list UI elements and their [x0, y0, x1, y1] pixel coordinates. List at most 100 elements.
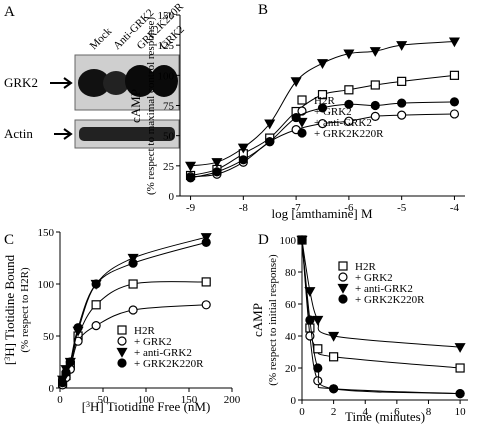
marker: [370, 80, 380, 90]
label-part: [: [82, 399, 86, 414]
x-tick-label: 8: [426, 406, 432, 418]
marker: [73, 323, 83, 333]
marker: [128, 305, 138, 315]
y-tick-label: 60: [285, 299, 297, 311]
marker: [290, 77, 302, 88]
marker: [297, 106, 307, 116]
marker: [337, 283, 349, 294]
row-label: Actin: [4, 126, 33, 141]
legend-label: H2R: [134, 325, 155, 337]
legend-label: + GRK2K220R: [314, 128, 384, 140]
marker: [338, 272, 348, 282]
marker: [449, 70, 460, 80]
x-tick-label: 0: [299, 406, 305, 418]
marker: [455, 389, 465, 399]
marker: [338, 294, 348, 304]
marker: [448, 37, 460, 48]
marker: [305, 315, 315, 325]
legend-label: H2R: [314, 95, 335, 107]
y-tick-label: 0: [49, 383, 55, 395]
marker: [91, 279, 101, 289]
marker: [313, 376, 323, 386]
y-tick-label: 0: [291, 395, 297, 407]
marker: [264, 119, 276, 130]
y-tick-label: 150: [38, 227, 55, 239]
row-label: GRK2: [4, 75, 38, 90]
marker: [91, 300, 101, 310]
label-part: cAMP: [250, 303, 265, 337]
x-tick-label: 150: [181, 394, 198, 406]
marker: [344, 99, 354, 109]
panel-letter: B: [258, 2, 268, 18]
marker: [317, 118, 328, 129]
marker: [212, 167, 222, 177]
marker: [343, 49, 355, 60]
marker: [185, 161, 197, 172]
arrow: [50, 77, 73, 89]
marker: [297, 95, 307, 105]
label-part: log [amthamine] M: [271, 206, 373, 221]
legend-label: + GRK2K220R: [355, 294, 425, 306]
fit-curve: [301, 239, 461, 395]
panel-letter: D: [258, 232, 269, 248]
marker: [57, 378, 68, 388]
legend-label: + anti-GRK2: [314, 117, 372, 129]
x-tick-label: -4: [450, 202, 460, 214]
band: [150, 65, 178, 97]
marker: [449, 97, 460, 107]
marker: [61, 367, 71, 377]
marker: [312, 315, 324, 326]
marker: [128, 258, 138, 268]
band: [103, 71, 129, 95]
x-tick-label: 2: [331, 406, 337, 418]
marker: [455, 363, 465, 373]
marker: [296, 117, 308, 128]
marker: [344, 85, 354, 95]
y-axis-label: cAMP: [250, 303, 265, 337]
y-axis-label: (% respect to maximal control response): [145, 17, 157, 195]
marker: [117, 325, 127, 335]
y-tick-label: 100: [158, 70, 175, 82]
band: [79, 127, 175, 141]
band: [125, 65, 155, 97]
y-tick-label: 20: [285, 363, 297, 375]
marker: [305, 323, 315, 333]
marker: [329, 384, 339, 394]
band: [78, 69, 110, 97]
y-tick-label: 40: [285, 331, 297, 343]
panel-letter: A: [4, 4, 15, 20]
marker: [370, 111, 380, 121]
x-axis-label: [3H] Tiotidine Free (nM): [82, 399, 211, 414]
marker: [316, 59, 329, 69]
y-axis-label: cAMP: [128, 89, 143, 123]
x-tick-label: 6: [394, 406, 400, 418]
label-part: (% respect to maximal control response): [145, 17, 157, 195]
marker: [117, 358, 127, 368]
fit-curve: [190, 74, 455, 176]
marker: [127, 253, 139, 264]
legend-label: + anti-GRK2: [134, 347, 192, 359]
marker: [237, 143, 249, 154]
y-tick-label: 100: [280, 235, 297, 247]
x-tick-label: -5: [397, 202, 407, 214]
marker: [116, 347, 128, 358]
fit-curve: [190, 113, 455, 178]
x-axis-label: log [amthamine] M: [271, 206, 373, 221]
x-tick-label: 50: [98, 394, 110, 406]
fit-curve: [190, 101, 455, 179]
marker: [201, 237, 211, 247]
x-tick-label: 0: [57, 394, 63, 406]
x-axis-label: Time (minutes): [345, 409, 425, 424]
y-axis-label: [3H] Tiotidine Bound: [2, 254, 17, 365]
y-tick-label: 0: [169, 191, 175, 203]
x-tick-label: -7: [292, 202, 302, 214]
arrow: [54, 128, 73, 140]
x-tick-label: 200: [224, 394, 241, 406]
x-tick-label: -6: [344, 202, 354, 214]
label-part: (% respect to H2R): [19, 267, 31, 353]
marker: [317, 103, 328, 113]
marker: [304, 287, 316, 297]
y-tick-label: 75: [163, 101, 175, 113]
marker: [397, 76, 407, 86]
